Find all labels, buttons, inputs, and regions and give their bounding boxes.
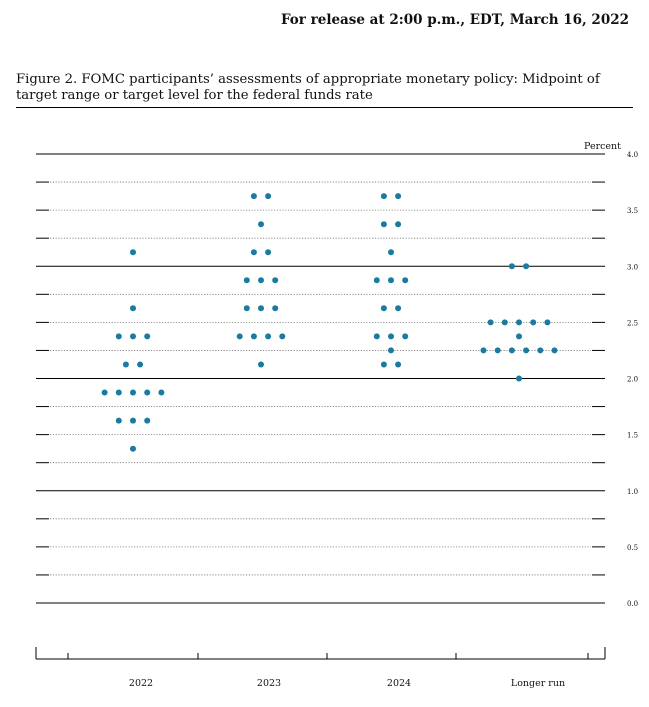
dot-longer-run [480, 347, 487, 354]
x-tick-label: Longer run [511, 678, 565, 689]
dot-2023 [265, 249, 272, 256]
dot-2024 [395, 221, 402, 228]
dot-2023 [272, 305, 279, 312]
y-tick-label: 1.0 [627, 488, 638, 496]
dot-2023 [258, 277, 264, 284]
dot-2022 [130, 389, 136, 396]
y-tick-marks: 4.0 3.5 3.0 2.5 2.0 1.5 1.0 0.5 0.0 [36, 151, 638, 608]
dot-2023 [258, 305, 264, 312]
y-tick-label: 2.0 [627, 376, 638, 384]
dot-longer-run [516, 319, 522, 326]
dot-2024 [395, 305, 402, 312]
dot-2023 [279, 333, 286, 340]
dot-2024 [388, 347, 394, 354]
release-notice: For release at 2:00 p.m., EDT, March 16,… [280, 12, 629, 28]
x-tick-label: 2024 [387, 678, 411, 689]
dot-longer-run [516, 375, 522, 382]
dot-series [101, 193, 558, 452]
dot-2022 [130, 249, 136, 256]
dot-2024 [380, 305, 387, 312]
dot-2024 [373, 333, 380, 340]
dot-longer-run [551, 347, 558, 354]
dot-2024 [373, 277, 380, 284]
dot-longer-run [508, 263, 515, 270]
dot-2023 [243, 305, 250, 312]
dot-2022 [130, 333, 136, 340]
y-axis-label: Percent [584, 141, 621, 152]
y-tick-label: 4.0 [627, 151, 638, 159]
dot-2022 [115, 389, 122, 396]
dot-longer-run [523, 347, 530, 354]
dot-longer-run [508, 347, 515, 354]
dot-2023 [243, 277, 250, 284]
dot-2023 [258, 221, 264, 228]
dot-2022 [115, 333, 122, 340]
dot-2022 [144, 389, 151, 396]
dot-2024 [380, 193, 387, 200]
dot-2022 [101, 389, 108, 396]
dot-2024 [380, 361, 387, 368]
y-tick-label: 0.0 [627, 600, 638, 608]
dot-2023 [250, 333, 257, 340]
dot-2024 [395, 193, 402, 200]
dot-2024 [402, 333, 409, 340]
dot-2024 [388, 333, 394, 340]
dot-longer-run [494, 347, 501, 354]
dot-longer-run [544, 319, 551, 326]
dot-2022 [130, 305, 136, 312]
dot-longer-run [530, 319, 537, 326]
dot-2024 [402, 277, 409, 284]
x-tick-label: 2023 [257, 678, 281, 689]
y-tick-label: 0.5 [627, 544, 638, 552]
y-tick-label: 3.0 [627, 263, 638, 271]
dot-2024 [395, 361, 402, 368]
dot-2024 [388, 277, 394, 284]
dot-longer-run [523, 263, 530, 270]
dot-2023 [265, 333, 272, 340]
dot-2023 [265, 193, 272, 200]
dot-2022 [144, 417, 151, 424]
dot-2023 [272, 277, 279, 284]
figure-title: Figure 2. FOMC participants’ assessments… [16, 72, 600, 103]
dot-2022 [144, 333, 151, 340]
x-axis: 2022 2023 2024 Longer run [35, 647, 606, 689]
y-tick-label: 2.5 [627, 319, 638, 327]
dot-2023 [250, 249, 257, 256]
dot-2023 [258, 361, 264, 368]
dot-2023 [250, 193, 257, 200]
dot-2023 [236, 333, 243, 340]
dot-longer-run [537, 347, 544, 354]
y-tick-label: 3.5 [627, 207, 638, 215]
dot-longer-run [487, 319, 494, 326]
x-tick-label: 2022 [129, 678, 153, 689]
dot-2024 [380, 221, 387, 228]
dot-2022 [130, 417, 136, 424]
dot-2024 [388, 249, 394, 256]
dot-2022 [137, 361, 144, 368]
y-tick-label: 1.5 [627, 432, 638, 440]
dot-longer-run [501, 319, 508, 326]
dot-2022 [130, 445, 136, 452]
dot-2022 [115, 417, 122, 424]
dot-longer-run [516, 333, 522, 340]
dot-2022 [122, 361, 129, 368]
title-rule [16, 107, 633, 108]
dot-2022 [158, 389, 165, 396]
gridlines [36, 153, 605, 604]
